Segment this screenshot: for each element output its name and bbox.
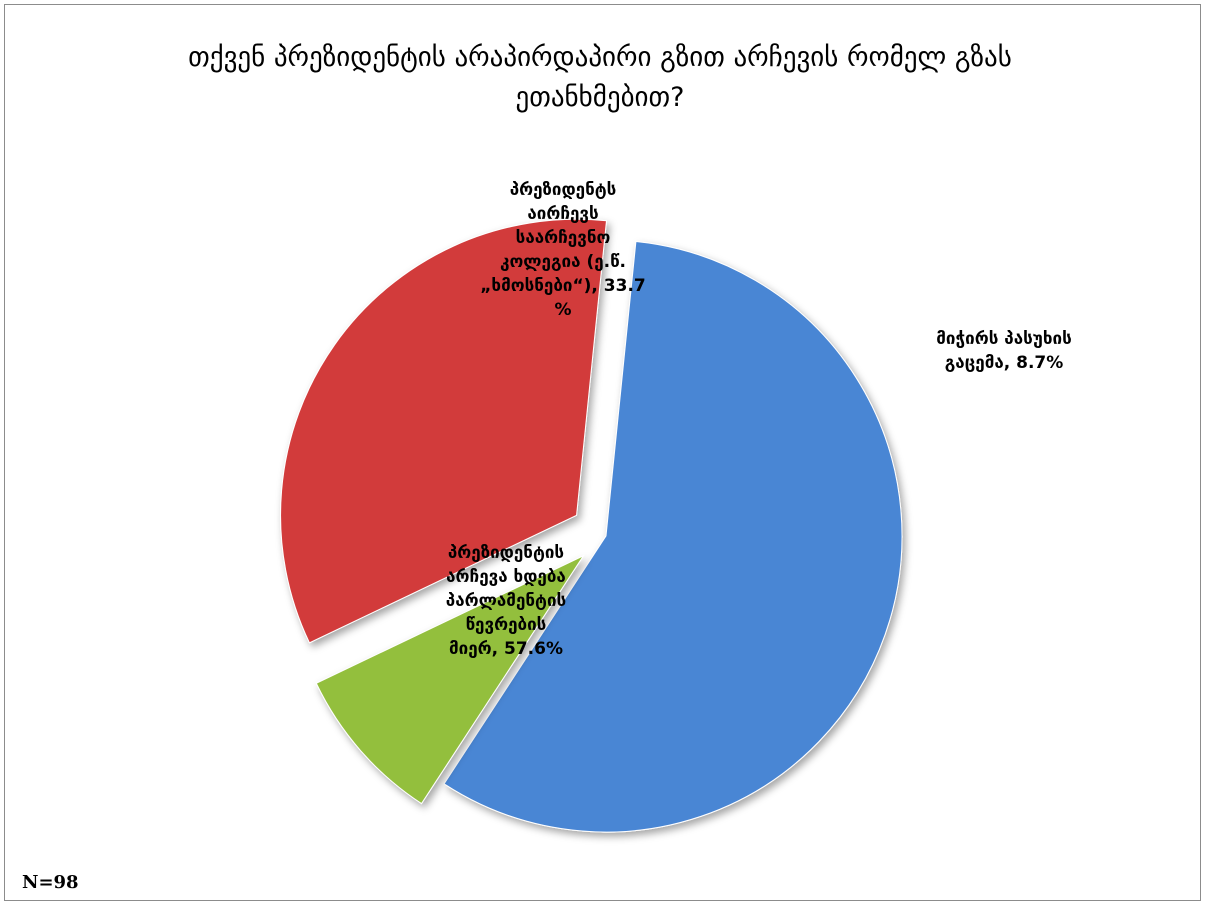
slice-label-line: % (554, 300, 571, 320)
slice-label-0: პრეზიდენტის არჩევა ხდება პარლამენტის წევრებ… (446, 543, 566, 659)
pie-slice-2 (280, 218, 608, 644)
slice-label-line: პრეზიდენტის (448, 543, 564, 563)
slice-label-line: არჩევა ხდება (446, 567, 566, 587)
slice-label-line: პარლამენტის (446, 591, 566, 611)
slice-label-line: საარჩევნო (516, 228, 611, 248)
pie-slice-0 (443, 240, 903, 833)
sample-size-note: N=98 (22, 872, 79, 893)
slice-label-2: პრეზიდენტს აირჩევს საარჩევნო კოლეგია (ე.წ. „… (480, 180, 646, 320)
slice-label-line: მიერ, 57.6% (449, 639, 563, 659)
chart-title: თქვენ პრეზიდენტის არაპირდაპირი გზით არჩე… (188, 42, 1012, 113)
pie-slice-1 (315, 554, 585, 805)
slice-label-line: მიჭირს პასუხის (936, 329, 1071, 349)
slice-label-1: მიჭირს პასუხის გაცემა, 8.7% (936, 329, 1071, 373)
slice-label-line: აირჩევს (527, 204, 598, 224)
slice-label-line: კოლეგია (ე.წ. (500, 252, 626, 272)
slice-label-line: „ხმოსნები“), 33.7 (480, 276, 646, 296)
slice-label-line: გაცემა, 8.7% (945, 353, 1064, 373)
slice-label-line: პრეზიდენტს (510, 180, 617, 200)
slice-label-line: წევრების (466, 615, 547, 635)
